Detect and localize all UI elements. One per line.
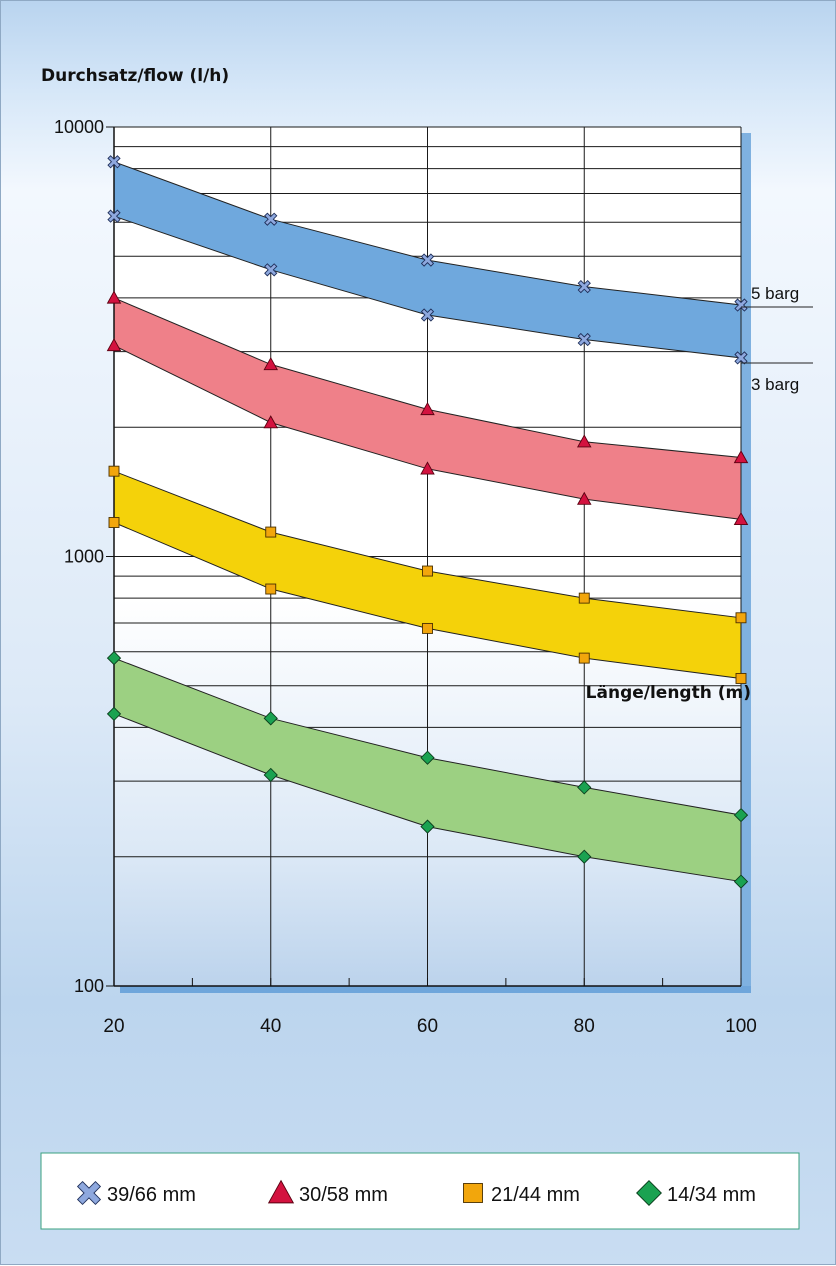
marker-30-58-mm-low	[576, 491, 592, 505]
legend-marker-30-58-mm	[267, 1179, 295, 1204]
marker-39-66-mm-low	[107, 209, 121, 223]
marker-21-44-mm-low	[422, 622, 433, 634]
marker-21-44-mm-high	[422, 565, 433, 577]
legend-box	[40, 1152, 800, 1230]
marker-21-44-mm-high	[578, 592, 590, 604]
marker-21-44-mm-low	[108, 517, 120, 528]
marker-39-66-mm-high	[734, 298, 748, 312]
y-tick-label: 10000	[54, 117, 104, 137]
x-tick-labels: 20 40 60 80 100	[103, 1016, 756, 1037]
marker-21-44-mm-high	[265, 526, 277, 538]
marker-39-66-mm-low	[734, 351, 748, 365]
pressure-label-low: 3 barg	[751, 375, 799, 394]
y-axis-title: Durchsatz/flow (l/h)	[41, 66, 229, 86]
marker-30-58-mm-low	[263, 415, 279, 429]
marker-39-66-mm-low	[420, 308, 435, 322]
x-tick-label: 100	[725, 1016, 757, 1037]
marker-39-66-mm-high	[577, 279, 591, 294]
marker-14-34-mm-high	[420, 750, 435, 765]
legend: 39/66 mm 30/58 mm 21/44 mm 14/34 mm	[76, 1179, 756, 1206]
marker-39-66-mm-high	[264, 212, 278, 226]
marker-14-34-mm-high	[106, 650, 122, 666]
marker-21-44-mm-high	[735, 612, 747, 624]
x-axis-title: Länge/length (m)	[586, 683, 751, 703]
marker-21-44-mm-low	[578, 652, 590, 664]
marker-14-34-mm-low	[733, 874, 749, 889]
marker-30-58-mm-low	[420, 461, 435, 475]
legend-label: 14/34 mm	[667, 1184, 756, 1206]
marker-21-44-mm-high	[108, 465, 120, 477]
marker-14-34-mm-low	[577, 849, 592, 864]
marker-14-34-mm-low	[420, 819, 435, 834]
marker-39-66-mm-high	[420, 253, 435, 267]
plot-shadow-right	[741, 133, 751, 993]
marker-30-58-mm-low	[733, 511, 749, 526]
x-tick-label: 20	[103, 1016, 124, 1037]
marker-14-34-mm-high	[733, 807, 749, 823]
marker-30-58-mm-low	[106, 338, 122, 352]
marker-39-66-mm-high	[107, 155, 121, 169]
y-tick-label: 1000	[64, 547, 104, 567]
legend-marker-14-34-mm	[636, 1180, 662, 1206]
plot-shadow-bottom	[120, 986, 751, 993]
marker-21-44-mm-low	[265, 583, 277, 595]
legend-label: 30/58 mm	[299, 1184, 388, 1206]
legend-label: 21/44 mm	[491, 1184, 580, 1206]
marker-30-58-mm-high	[576, 434, 592, 448]
x-tick-label: 80	[574, 1016, 595, 1037]
x-tick-label: 60	[417, 1016, 438, 1037]
marker-14-34-mm-high	[263, 711, 278, 726]
legend-marker-39-66-mm	[76, 1180, 102, 1206]
marker-39-66-mm-low	[264, 263, 278, 277]
marker-14-34-mm-low	[106, 706, 122, 722]
marker-30-58-mm-high	[106, 290, 122, 304]
marker-21-44-mm-low	[735, 673, 747, 684]
marker-39-66-mm-low	[577, 332, 591, 347]
pressure-label-high: 5 barg	[751, 284, 799, 303]
marker-30-58-mm-high	[733, 450, 749, 464]
marker-14-34-mm-high	[577, 780, 592, 795]
y-tick-label: 100	[74, 976, 104, 996]
x-tick-label: 40	[260, 1016, 281, 1037]
marker-14-34-mm-low	[263, 767, 278, 783]
series-markers	[106, 155, 749, 889]
marker-30-58-mm-high	[263, 357, 279, 371]
legend-label: 39/66 mm	[107, 1184, 196, 1206]
marker-30-58-mm-high	[420, 402, 435, 416]
axes	[106, 126, 742, 987]
legend-marker-21-44-mm	[463, 1183, 483, 1203]
y-tick-labels: 100 1000 10000	[54, 117, 104, 996]
